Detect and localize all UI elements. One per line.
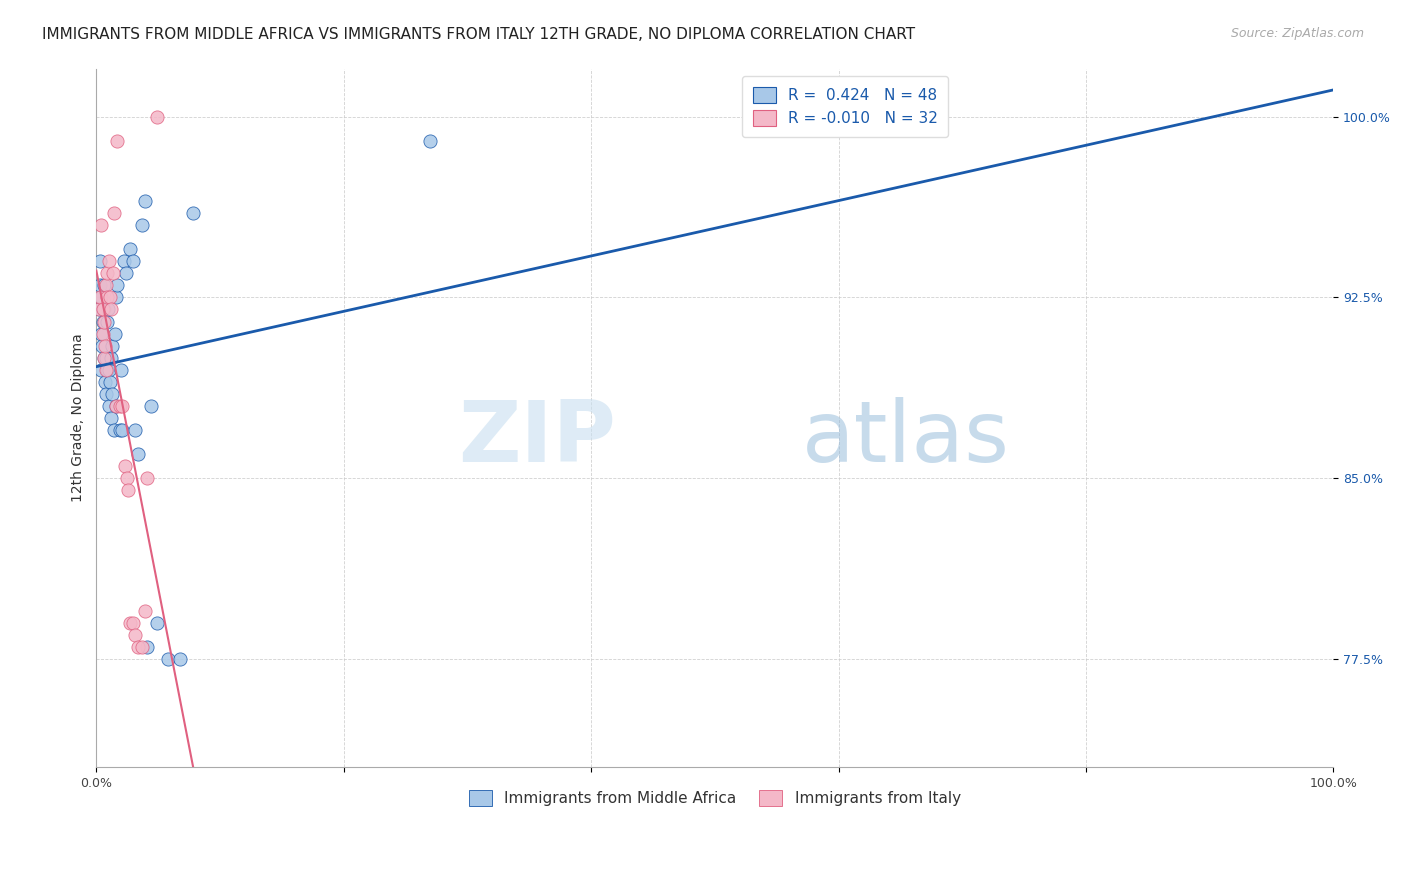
Point <box>93 351 115 365</box>
Point <box>97 399 120 413</box>
Point <box>94 375 117 389</box>
Point <box>127 640 149 654</box>
Point <box>97 302 120 317</box>
Point <box>87 302 110 317</box>
Point <box>105 278 128 293</box>
Text: Source: ZipAtlas.com: Source: ZipAtlas.com <box>1230 27 1364 40</box>
Point <box>91 314 114 328</box>
Point <box>122 254 145 268</box>
Point <box>90 218 112 232</box>
Legend: Immigrants from Middle Africa, Immigrants from Italy: Immigrants from Middle Africa, Immigrant… <box>460 781 970 815</box>
Point <box>136 640 159 654</box>
Point <box>101 386 124 401</box>
Point <box>91 326 114 341</box>
Point <box>90 290 112 304</box>
Point <box>98 362 121 376</box>
Point <box>118 242 141 256</box>
Point <box>108 423 131 437</box>
Point <box>131 640 153 654</box>
Point <box>146 110 169 124</box>
Point <box>96 266 118 280</box>
Point <box>91 302 114 317</box>
Point <box>100 351 122 365</box>
Point <box>139 399 162 413</box>
Point <box>104 326 127 341</box>
Point <box>118 615 141 630</box>
Point <box>115 471 138 485</box>
Point <box>115 266 138 280</box>
Point <box>89 278 111 293</box>
Point <box>127 447 149 461</box>
Point <box>124 423 146 437</box>
Point <box>111 423 134 437</box>
Point <box>419 134 441 148</box>
Point <box>111 399 134 413</box>
Point <box>131 218 153 232</box>
Point <box>100 302 122 317</box>
Text: IMMIGRANTS FROM MIDDLE AFRICA VS IMMIGRANTS FROM ITALY 12TH GRADE, NO DIPLOMA CO: IMMIGRANTS FROM MIDDLE AFRICA VS IMMIGRA… <box>42 27 915 42</box>
Point <box>93 302 115 317</box>
Point <box>96 386 118 401</box>
Point <box>98 290 121 304</box>
Point <box>93 278 115 293</box>
Point <box>90 338 112 352</box>
Point <box>93 351 115 365</box>
Point <box>103 423 125 437</box>
Point <box>98 375 121 389</box>
Point <box>96 314 118 328</box>
Point <box>134 194 156 208</box>
Point <box>94 362 117 376</box>
Point <box>89 254 111 268</box>
Point <box>169 652 191 666</box>
Text: ZIP: ZIP <box>458 397 616 481</box>
Point <box>108 399 131 413</box>
Point <box>110 362 132 376</box>
Point <box>91 302 114 317</box>
Point <box>93 314 115 328</box>
Point <box>103 206 125 220</box>
Point <box>101 266 124 280</box>
Point <box>117 483 139 498</box>
Point <box>105 399 128 413</box>
Text: atlas: atlas <box>801 397 1010 481</box>
Point <box>87 302 110 317</box>
Point <box>90 326 112 341</box>
Point <box>134 604 156 618</box>
Point <box>97 254 120 268</box>
Point <box>136 471 159 485</box>
Point <box>146 615 169 630</box>
Point <box>112 254 135 268</box>
Point <box>100 410 122 425</box>
Point <box>96 278 118 293</box>
Point <box>104 399 127 413</box>
Point <box>114 459 136 474</box>
Point <box>90 362 112 376</box>
Point <box>89 290 111 304</box>
Point <box>104 290 127 304</box>
Point <box>96 290 118 304</box>
Point <box>96 362 118 376</box>
Point <box>181 206 204 220</box>
Point <box>94 338 117 352</box>
Y-axis label: 12th Grade, No Diploma: 12th Grade, No Diploma <box>72 334 86 502</box>
Point <box>121 615 143 630</box>
Point <box>124 628 146 642</box>
Point <box>101 338 124 352</box>
Point <box>105 134 128 148</box>
Point <box>157 652 180 666</box>
Point <box>94 351 117 365</box>
